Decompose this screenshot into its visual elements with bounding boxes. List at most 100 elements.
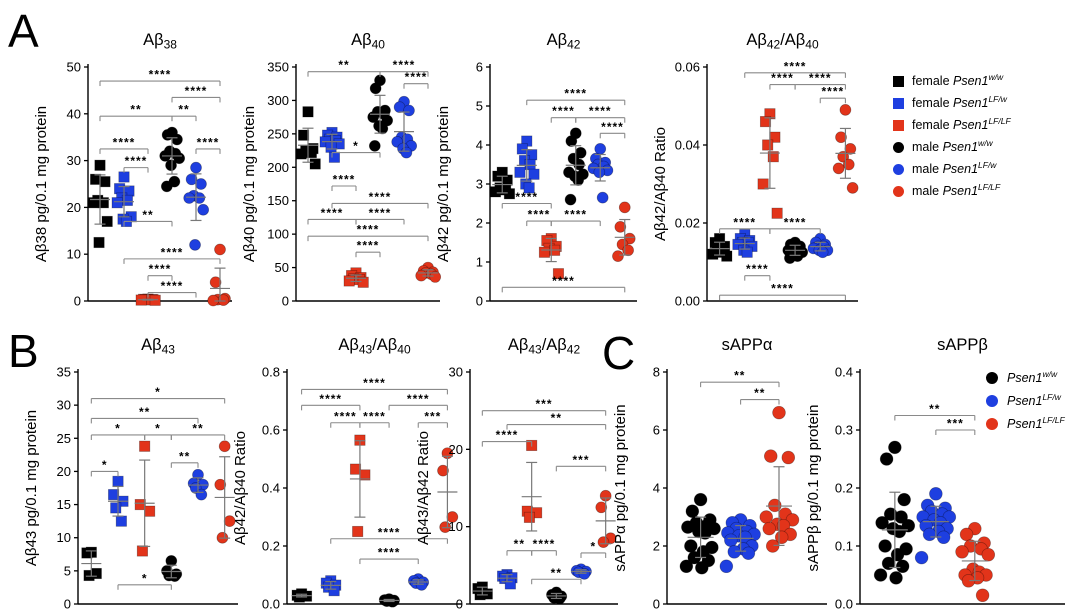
sig-bar: ****: [99, 68, 221, 87]
data-point: [873, 568, 888, 582]
sig-bar: *: [580, 539, 607, 558]
plot-r4340: 0.0 0.2 0.4 0.6 0.8 Aβ42/Aβ40 Ratio Aβ43/Aβ40 *…: [232, 336, 462, 612]
y-tick-label: 2: [476, 216, 483, 231]
sig-bar: ****: [359, 409, 390, 428]
y-tick-label: 10: [449, 519, 463, 534]
error-bar: [922, 505, 949, 538]
sig-bar: ***: [935, 417, 976, 435]
data-point: [767, 151, 779, 163]
sig-stars: ****: [552, 104, 575, 118]
sig-stars: **: [142, 208, 153, 222]
error-bar: [370, 94, 390, 134]
data-point: [765, 539, 780, 553]
data-point: [684, 539, 698, 553]
sig-stars: ****: [809, 71, 832, 85]
sig-stars: ****: [589, 104, 612, 118]
sig-bar: ****: [171, 84, 221, 103]
circle-marker-icon: [893, 163, 904, 175]
sig-bar: *: [117, 571, 172, 590]
error-bar: [734, 237, 755, 250]
data-point: [357, 276, 369, 288]
y-axis-label: sAPPβ pg/0.1 mg protein: [805, 404, 822, 571]
sig-bar: ****: [501, 274, 626, 293]
data-point: [295, 148, 307, 160]
sig-bar: ****: [550, 104, 577, 123]
legend-item: female Psen1w/w: [893, 70, 1011, 92]
sig-stars: ***: [424, 409, 441, 423]
series-points-6: [207, 243, 231, 307]
legend-label: male Psen1LF/w: [912, 159, 997, 176]
error-bar: [81, 550, 102, 577]
y-axis-label: Aβ42/Aβ40 Ratio: [652, 127, 669, 241]
error-bar: [521, 461, 542, 532]
sig-bar: ****: [301, 392, 361, 411]
data-point: [552, 268, 564, 280]
legend-panel-a: female Psen1w/w female Psen1LF/w female Ps…: [893, 70, 1011, 202]
legend-label: Psen1LF/LF: [1007, 414, 1065, 431]
legend-label: female Psen1w/w: [912, 71, 1004, 88]
sig-bar: ****: [794, 71, 846, 90]
data-point: [846, 182, 859, 194]
sig-bar: **: [894, 402, 976, 421]
data-point: [955, 545, 969, 559]
y-tick-label: 0.0: [262, 597, 280, 612]
error-bar: [759, 117, 780, 189]
sig-stars: ****: [564, 208, 587, 222]
series-points-2: [914, 487, 957, 565]
sig-stars: *: [155, 421, 161, 435]
data-point: [144, 505, 156, 517]
sig-stars: ****: [407, 392, 430, 406]
sig-stars: **: [178, 103, 189, 117]
y-tick-label: 0.8: [262, 365, 280, 380]
error-bar: [766, 466, 792, 546]
data-point: [94, 159, 106, 171]
sig-stars: ***: [572, 453, 589, 467]
sig-bar: *: [144, 421, 172, 440]
sig-bar: ****: [355, 206, 405, 225]
data-point: [523, 511, 535, 523]
sig-stars: ****: [784, 215, 807, 229]
sig-stars: ****: [369, 190, 392, 204]
sig-stars: ****: [393, 58, 416, 72]
data-point: [528, 168, 540, 180]
data-point: [595, 501, 608, 514]
series-points-6: [415, 261, 442, 283]
sig-stars: ****: [113, 135, 136, 149]
data-point: [762, 521, 776, 536]
y-tick-label: 5: [476, 99, 483, 114]
error-bar: [785, 244, 806, 256]
series-points-3: [134, 440, 156, 557]
sig-bar: ****: [719, 282, 846, 301]
data-point: [929, 487, 943, 501]
plot-sappa: 0 2 4 6 8 sAPPα pg/0.1 mg protein sAPPα ** **: [612, 336, 827, 612]
data-point: [111, 197, 123, 209]
data-point: [842, 158, 855, 171]
legend-item: Psen1LF/w: [986, 389, 1065, 412]
y-tick-label: 0.4: [835, 365, 853, 380]
data-point: [618, 201, 631, 214]
circle-marker-icon: [986, 371, 998, 384]
sig-bar: ****: [379, 58, 429, 77]
data-point: [781, 450, 796, 465]
data-point: [878, 539, 892, 553]
sig-stars: ***: [947, 417, 964, 431]
data-point: [572, 174, 585, 186]
y-tick-label: 0.2: [835, 481, 853, 496]
panel-letter-b: B: [8, 325, 39, 377]
series-points-2: [514, 135, 540, 194]
data-point: [772, 405, 786, 420]
y-tick-label: 0: [653, 597, 660, 612]
sig-stars: ****: [746, 262, 769, 276]
sig-stars: ****: [185, 84, 208, 98]
y-tick-label: 10: [57, 530, 71, 545]
sig-stars: **: [734, 369, 745, 383]
data-point: [516, 143, 528, 155]
sig-bar: ****: [331, 173, 357, 192]
y-tick-label: 15: [57, 497, 71, 512]
plot-r4240: 0.00 0.02 0.04 0.06 Aβ42/Aβ40 Ratio Aβ42/Aβ40…: [652, 31, 859, 309]
y-axis-label: Aβ42 pg/0.1 mg protein: [435, 106, 452, 262]
sig-bar: **: [740, 386, 780, 405]
sig-stars: ****: [533, 537, 556, 551]
plot-ab40: 0 50 100 150 200 250 300 350 Aβ40 pg/0.1 mg prot…: [241, 31, 442, 309]
